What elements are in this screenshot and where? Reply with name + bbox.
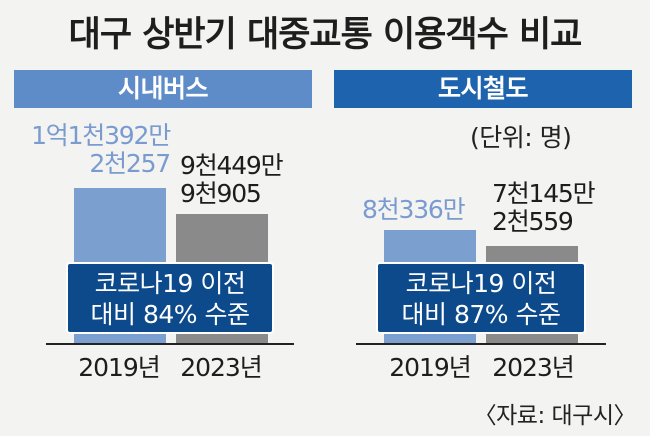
x-label-bus-2019: 2019년: [78, 353, 161, 382]
value-label-line: 8천336만: [362, 195, 466, 224]
value-label-rail-2019: 8천336만: [362, 195, 466, 224]
callout-line: 대비 84% 수준: [90, 300, 250, 329]
callout-line: 코로나19 이전: [94, 269, 246, 298]
callout-line: 코로나19 이전: [405, 269, 557, 298]
value-label-rail-2023: 7천145만 2천559: [492, 179, 596, 236]
x-axis-line-bus: [46, 343, 294, 345]
unit-label: (단위: 명): [470, 123, 572, 152]
callout-line: 대비 87% 수준: [401, 300, 561, 329]
x-axis-line-rail: [356, 343, 606, 345]
x-label-bus-2023: 2023년: [180, 353, 263, 382]
callout-bus: 코로나19 이전 대비 84% 수준: [66, 262, 274, 334]
value-label-line: 1억1천392만: [31, 121, 171, 150]
value-label-line: 7천145만: [492, 179, 596, 208]
value-label-line: 2천559: [492, 207, 574, 236]
value-label-bus-2019: 1억1천392만 2천257: [22, 121, 171, 178]
x-label-rail-2019: 2019년: [389, 353, 472, 382]
panel-header-bus: 시내버스: [14, 70, 312, 108]
x-label-rail-2023: 2023년: [492, 353, 575, 382]
value-label-line: 9천449만: [180, 151, 284, 180]
callout-rail: 코로나19 이전 대비 87% 수준: [376, 262, 586, 334]
source-note: 〈자료: 대구시〉: [473, 403, 637, 429]
value-label-line: 2천257: [89, 149, 171, 178]
value-label-line: 9천905: [180, 179, 262, 208]
value-label-bus-2023: 9천449만 9천905: [180, 151, 284, 208]
panel-header-rail: 도시철도: [334, 70, 632, 108]
chart-title: 대구 상반기 대중교통 이용객수 비교: [68, 15, 583, 55]
